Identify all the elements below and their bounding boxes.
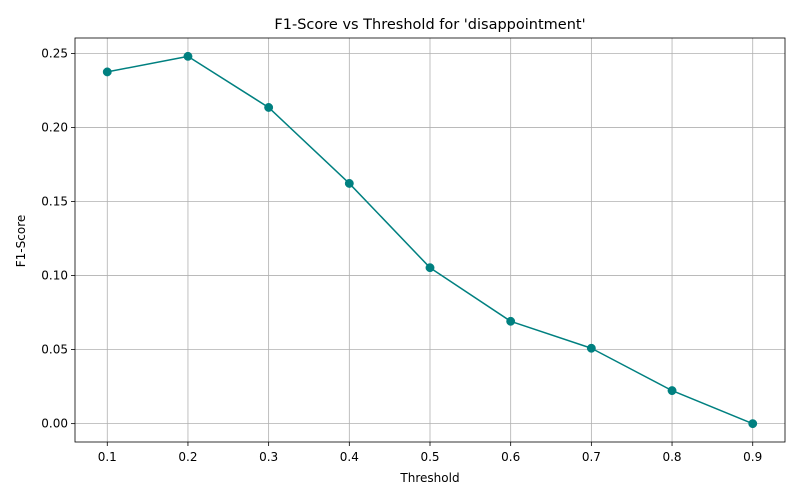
series-layer [102,51,758,429]
x-tick-label: 0.6 [501,450,520,464]
y-tick-label: 0.10 [41,269,68,283]
data-point [748,419,758,429]
x-tick-label: 0.7 [582,450,601,464]
x-tick-label: 0.4 [340,450,359,464]
y-tick-label: 0.20 [41,120,68,134]
data-point [102,67,112,77]
data-point [586,343,596,353]
y-tick-label: 0.25 [41,46,68,60]
y-tick-label: 0.00 [41,417,68,431]
x-tick-label: 0.1 [98,450,117,464]
chart-title: F1-Score vs Threshold for 'disappointmen… [274,17,585,33]
data-point [667,386,677,396]
y-tick-label: 0.05 [41,343,68,357]
axes [71,37,786,446]
data-point [264,103,274,112]
x-axis-label: Threshold [399,471,459,485]
x-tick-label: 0.3 [259,450,278,464]
data-point [425,263,435,273]
x-tick-label: 0.5 [420,450,439,464]
y-tick-label: 0.15 [41,194,68,208]
data-point [506,316,516,326]
tick-labels: 0.1 0.2 0.3 0.4 0.5 0.6 0.7 0.8 0.9 0.00 0.05 0.10 0… [41,46,762,464]
x-tick-label: 0.2 [178,450,197,464]
data-point [183,51,193,61]
data-point [344,178,354,188]
y-axis-label: F1-Score [14,215,28,267]
grid [75,38,785,442]
x-tick-label: 0.8 [662,450,681,464]
x-tick-label: 0.9 [743,450,762,464]
